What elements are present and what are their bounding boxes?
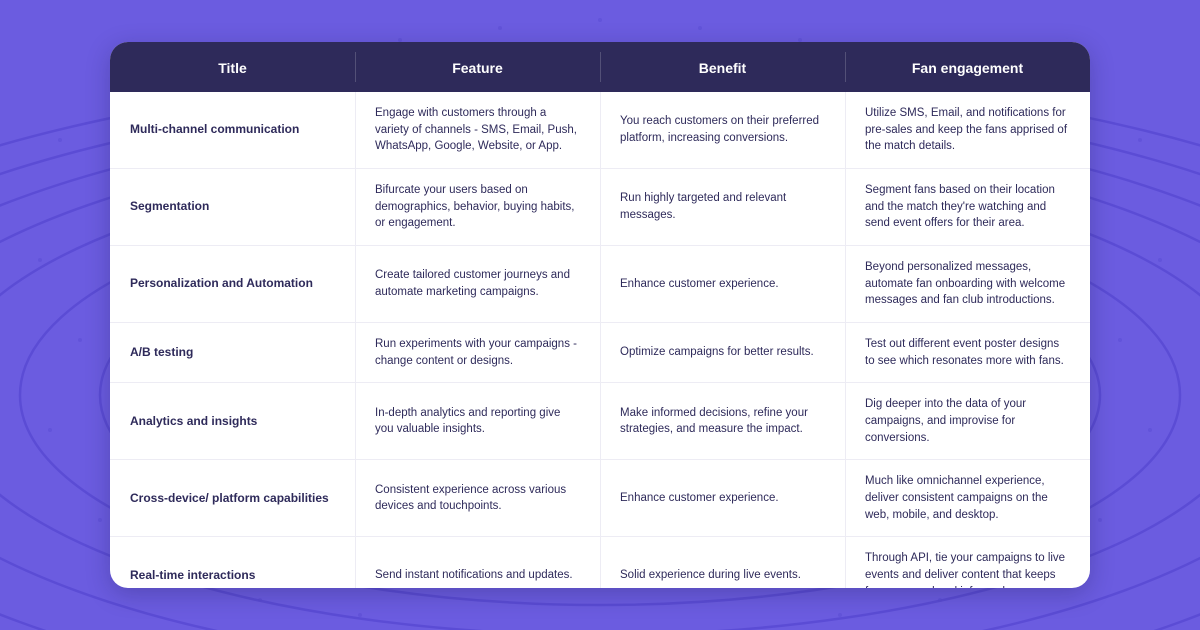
cell-benefit: Optimize campaigns for better results.	[600, 323, 845, 382]
cell-engagement: Dig deeper into the data of your campaig…	[845, 383, 1090, 459]
cell-title: Real-time interactions	[110, 537, 355, 588]
table-body: Multi-channel communication Engage with …	[110, 92, 1090, 588]
cell-title: Personalization and Automation	[110, 246, 355, 322]
table-row: A/B testing Run experiments with your ca…	[110, 323, 1090, 383]
cell-feature: Bifurcate your users based on demographi…	[355, 169, 600, 245]
cell-feature: Consistent experience across various dev…	[355, 460, 600, 536]
cell-benefit: Make informed decisions, refine your str…	[600, 383, 845, 459]
cell-benefit: Enhance customer experience.	[600, 460, 845, 536]
cell-feature: In-depth analytics and reporting give yo…	[355, 383, 600, 459]
cell-benefit: Enhance customer experience.	[600, 246, 845, 322]
feature-table: Title Feature Benefit Fan engagement Mul…	[110, 42, 1090, 588]
cell-engagement: Utilize SMS, Email, and notifications fo…	[845, 92, 1090, 168]
table-row: Segmentation Bifurcate your users based …	[110, 169, 1090, 246]
cell-engagement: Much like omnichannel experience, delive…	[845, 460, 1090, 536]
col-header-feature: Feature	[355, 42, 600, 92]
cell-benefit: You reach customers on their preferred p…	[600, 92, 845, 168]
table-header-row: Title Feature Benefit Fan engagement	[110, 42, 1090, 92]
table-row: Personalization and Automation Create ta…	[110, 246, 1090, 323]
table-row: Cross-device/ platform capabilities Cons…	[110, 460, 1090, 537]
cell-engagement: Beyond personalized messages, automate f…	[845, 246, 1090, 322]
table-row: Real-time interactions Send instant noti…	[110, 537, 1090, 588]
table-row: Analytics and insights In-depth analytic…	[110, 383, 1090, 460]
col-header-benefit: Benefit	[600, 42, 845, 92]
cell-title: Analytics and insights	[110, 383, 355, 459]
cell-benefit: Run highly targeted and relevant message…	[600, 169, 845, 245]
cell-feature: Engage with customers through a variety …	[355, 92, 600, 168]
cell-feature: Create tailored customer journeys and au…	[355, 246, 600, 322]
col-header-engagement: Fan engagement	[845, 42, 1090, 92]
cell-feature: Send instant notifications and updates.	[355, 537, 600, 588]
cell-engagement: Segment fans based on their location and…	[845, 169, 1090, 245]
col-header-title: Title	[110, 42, 355, 92]
cell-engagement: Test out different event poster designs …	[845, 323, 1090, 382]
table-row: Multi-channel communication Engage with …	[110, 92, 1090, 169]
cell-benefit: Solid experience during live events.	[600, 537, 845, 588]
cell-title: Multi-channel communication	[110, 92, 355, 168]
cell-feature: Run experiments with your campaigns - ch…	[355, 323, 600, 382]
cell-engagement: Through API, tie your campaigns to live …	[845, 537, 1090, 588]
cell-title: A/B testing	[110, 323, 355, 382]
cell-title: Segmentation	[110, 169, 355, 245]
cell-title: Cross-device/ platform capabilities	[110, 460, 355, 536]
